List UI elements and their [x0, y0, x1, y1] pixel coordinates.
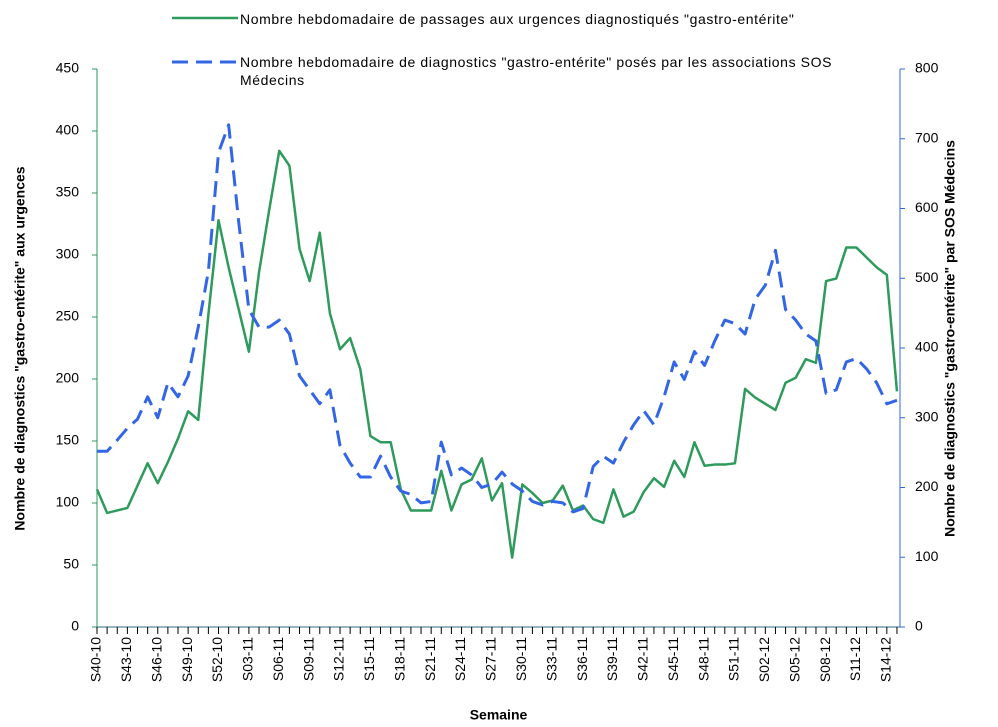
x-tick-label: S52-10 [209, 637, 225, 682]
y-tick-label: 400 [56, 122, 80, 138]
x-tick-label: S42-11 [635, 637, 651, 681]
y2-axis-title: Nombre de diagnostics "gastro-entérite" … [941, 140, 958, 537]
x-tick-label: S03-11 [240, 637, 256, 681]
x-tick-label: S46-10 [148, 637, 164, 682]
y2-tick-label: 100 [915, 548, 939, 564]
x-tick-label: S48-11 [695, 637, 711, 681]
x-tick-label: S36-11 [574, 637, 590, 681]
y-tick-label: 0 [71, 618, 79, 634]
y2-tick-label: 300 [915, 408, 939, 424]
x-tick-label: S14-12 [878, 637, 894, 682]
line-series [97, 123, 898, 514]
y2-tick-label: 0 [915, 618, 923, 634]
x-tick-label: S18-11 [391, 637, 407, 681]
y2-tick-label: 200 [915, 478, 939, 494]
y-tick-label: 50 [63, 556, 79, 572]
x-tick-label: S08-12 [817, 637, 833, 682]
x-tick-label: S49-10 [179, 637, 195, 682]
x-tick-label: S05-12 [786, 637, 802, 682]
y-tick-label: 250 [56, 308, 80, 324]
x-tick-label: S02-12 [756, 637, 772, 682]
x-axis-title: Semaine [470, 707, 528, 723]
x-tick-label: S43-10 [118, 637, 134, 682]
x-tick-label: S12-11 [331, 637, 347, 681]
y2-tick-label: 400 [915, 339, 939, 355]
x-tick-label: S39-11 [604, 637, 620, 681]
y2-tick-label: 500 [915, 269, 939, 285]
y2-tick-label: 600 [915, 199, 939, 215]
x-tick-label: S24-11 [452, 637, 468, 681]
y-tick-label: 200 [56, 370, 80, 386]
x-tick-label: S11-12 [847, 637, 863, 681]
line-series [95, 149, 899, 559]
legend-label: Nombre hebdomadaire de passages aux urge… [240, 11, 795, 27]
x-tick-label: S33-11 [543, 637, 559, 681]
y2-tick-label: 800 [915, 60, 939, 76]
y2-tick-label: 700 [915, 129, 939, 145]
x-tick-label: S51-11 [726, 637, 742, 681]
x-tick-label: S30-11 [513, 637, 529, 681]
x-tick-label: S40-10 [88, 637, 104, 682]
x-tick-label: S45-11 [665, 637, 681, 681]
y-tick-label: 450 [56, 60, 80, 76]
y-tick-label: 100 [56, 494, 80, 510]
y-axis-title: Nombre de diagnostics "gastro-entérite" … [11, 166, 28, 531]
x-tick-label: S06-11 [270, 637, 286, 681]
x-tick-label: S09-11 [300, 637, 316, 681]
x-tick-label: S15-11 [361, 637, 377, 681]
x-tick-label: S21-11 [422, 637, 438, 681]
y-tick-label: 300 [56, 246, 80, 262]
x-tick-label: S27-11 [483, 637, 499, 681]
legend-label: Nombre hebdomadaire de diagnostics "gast… [240, 54, 833, 88]
y-tick-label: 350 [56, 184, 80, 200]
y-tick-label: 150 [56, 432, 80, 448]
